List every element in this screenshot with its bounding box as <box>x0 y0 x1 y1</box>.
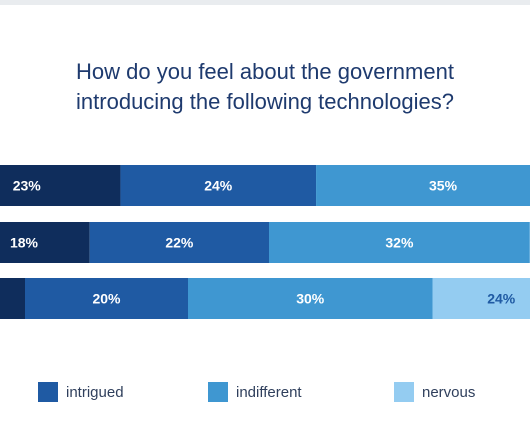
data-label-row3-4: 24% <box>487 291 516 307</box>
bar-segment-row2-3 <box>269 222 530 263</box>
bar-segment-row1-3 <box>316 165 530 206</box>
data-label-row1-3: 35% <box>429 178 458 194</box>
data-label-row2-1: 18% <box>10 235 39 251</box>
chart-title-line-1: How do you feel about the government <box>76 59 454 84</box>
data-label-row2-2: 22% <box>165 235 194 251</box>
legend-swatch-nervous <box>394 382 414 402</box>
bar-segment-row3-3 <box>188 278 433 319</box>
bar-segment-row3-2 <box>25 278 188 319</box>
data-label-row1-1: 23% <box>13 178 42 194</box>
data-label-row3-2: 20% <box>92 291 121 307</box>
data-label-row3-3: 30% <box>296 291 325 307</box>
legend-label-indifferent: indifferent <box>236 383 302 401</box>
bar-segment-row2-1 <box>0 222 90 263</box>
bar-segment-row3-1 <box>0 278 25 319</box>
chart-title-line-2: introducing the following technologies? <box>76 89 454 114</box>
bar-segment-row1-1 <box>0 165 121 206</box>
bar-segment-row2-2 <box>89 222 269 263</box>
legend-label-nervous: nervous <box>422 383 476 401</box>
legend-swatch-intrigued <box>38 382 58 402</box>
legend-label-intrigued: intrigued <box>66 383 124 401</box>
legend-item-intrigued: intrigued <box>38 382 124 402</box>
legend-swatch-indifferent <box>208 382 228 402</box>
legend-item-nervous: nervous <box>394 382 475 402</box>
data-label-row2-3: 32% <box>385 235 414 251</box>
top-divider <box>0 0 530 5</box>
data-label-row1-2: 24% <box>204 178 233 194</box>
legend-item-indifferent: indifferent <box>208 382 302 402</box>
bar-segment-row1-2 <box>120 165 317 206</box>
bar-segment-row3-4 <box>432 278 530 319</box>
